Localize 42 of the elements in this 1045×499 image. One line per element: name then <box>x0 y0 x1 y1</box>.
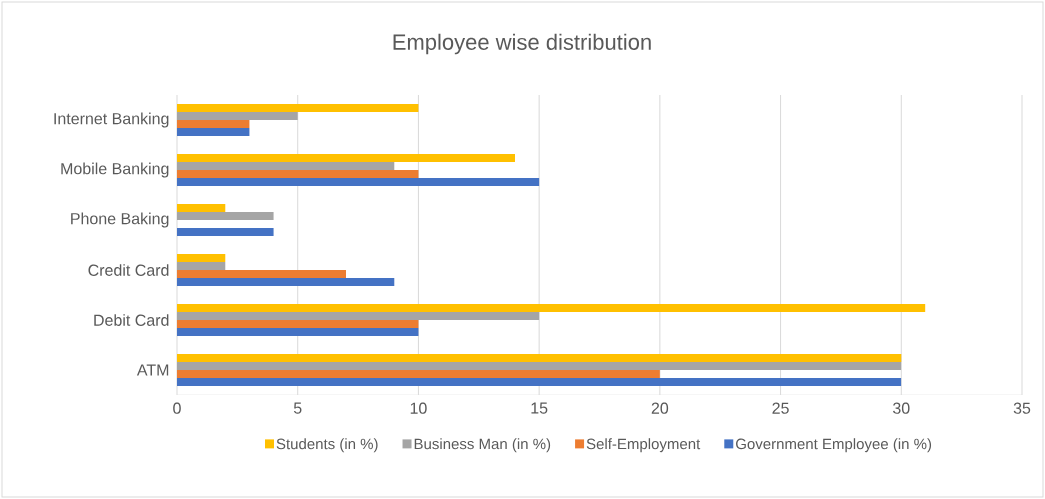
chart-title: Employee wise distribution <box>393 33 651 55</box>
bar <box>177 128 250 136</box>
x-tick-label: 20 <box>651 402 669 414</box>
bar <box>177 112 298 120</box>
bar <box>177 262 226 270</box>
x-tick-label: 35 <box>1013 402 1031 414</box>
bar <box>177 104 419 112</box>
y-tick-label: Internet Banking <box>54 112 169 128</box>
legend-label: Self-Employment <box>586 438 701 453</box>
y-tick-label: Mobile Banking <box>61 162 169 178</box>
bar <box>177 270 346 278</box>
x-tick-label: 0 <box>173 402 181 414</box>
bar <box>177 120 250 128</box>
bar <box>177 304 926 312</box>
bar <box>177 254 226 262</box>
bar <box>177 162 395 170</box>
bar <box>177 362 902 370</box>
x-tick-label: 25 <box>772 402 789 414</box>
y-tick-label: ATM <box>136 364 169 376</box>
bar <box>177 378 902 386</box>
bar <box>177 328 419 336</box>
x-tick-label: 5 <box>293 402 302 414</box>
legend-label: Government Employee (in %) <box>736 438 932 453</box>
bar <box>177 154 515 162</box>
y-tick-label: Phone Baking <box>71 212 169 228</box>
x-tick-label: 15 <box>531 402 548 414</box>
bar <box>177 212 274 220</box>
bar <box>177 278 395 286</box>
bar <box>177 204 226 212</box>
legend-label: Business Man (in %) <box>414 438 551 453</box>
bar <box>177 170 419 178</box>
bar <box>177 370 660 378</box>
x-tick-label: 30 <box>893 402 910 414</box>
bar <box>177 178 540 186</box>
y-tick-label: Credit Card <box>88 264 169 276</box>
bar <box>177 228 274 236</box>
legend-label: Students (in %) <box>276 438 378 453</box>
y-tick-label: Debit Card <box>94 314 169 326</box>
bar <box>177 320 419 328</box>
bar <box>177 354 902 362</box>
bar <box>177 312 540 320</box>
x-tick-label: 10 <box>410 402 427 414</box>
